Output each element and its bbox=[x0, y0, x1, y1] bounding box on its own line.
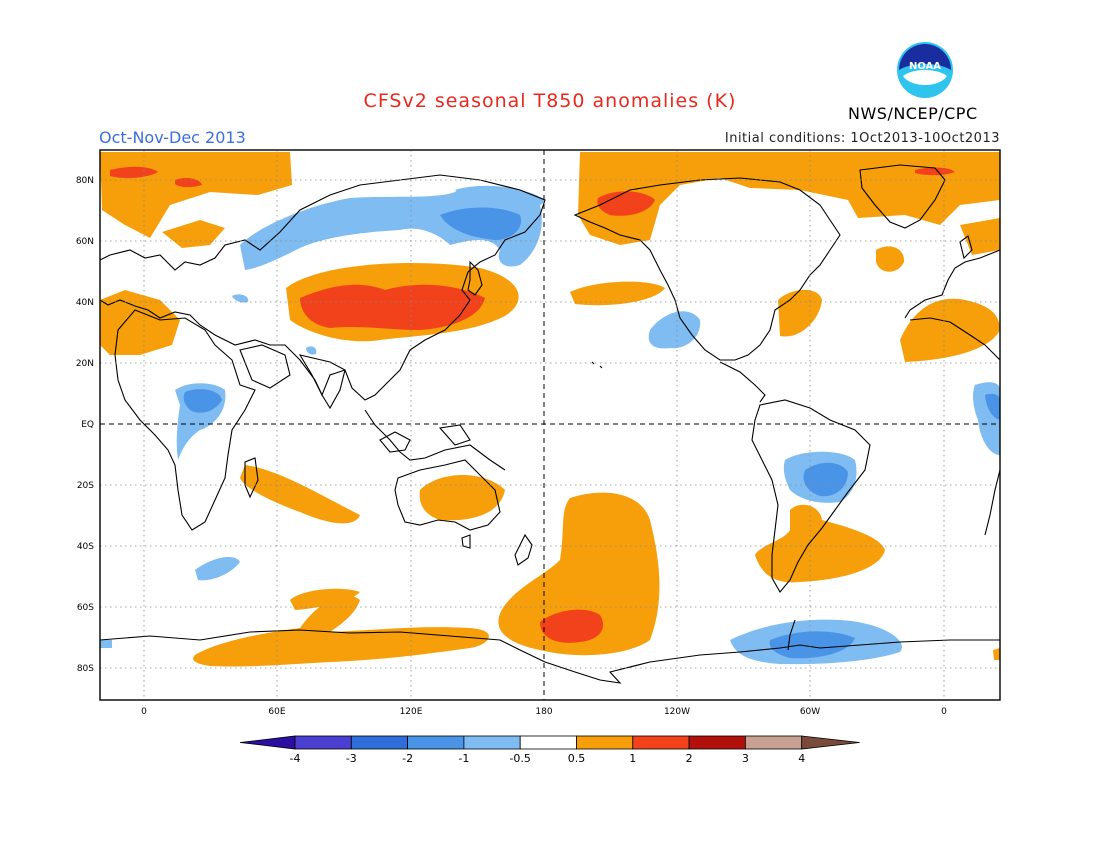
map-frame bbox=[99, 149, 1001, 701]
lat-label: 40S bbox=[77, 542, 94, 552]
colorbar-tick-label: -2 bbox=[402, 752, 413, 765]
colorbar-segment bbox=[688, 735, 746, 750]
svg-text:NOAA: NOAA bbox=[909, 61, 941, 72]
lat-label: 20S bbox=[77, 481, 94, 491]
colorbar-left-arrow bbox=[239, 735, 296, 750]
lat-label: EQ bbox=[81, 420, 94, 430]
lon-label: 180 bbox=[535, 707, 552, 717]
forecast-period: Oct-Nov-Dec 2013 bbox=[99, 128, 246, 147]
lon-label: 0 bbox=[941, 707, 947, 717]
colorbar-tick-label: 1 bbox=[629, 752, 636, 765]
colorbar-tick-label: -1 bbox=[458, 752, 469, 765]
lat-label: 60N bbox=[76, 237, 94, 247]
colorbar-tick-label: 0.5 bbox=[568, 752, 586, 765]
lon-label: 120E bbox=[400, 707, 423, 717]
colorbar-segment bbox=[576, 735, 634, 750]
initial-conditions: Initial conditions: 1Oct2013-10Oct2013 bbox=[724, 131, 1000, 146]
colorbar-segment bbox=[632, 735, 690, 750]
colorbar-segment bbox=[407, 735, 465, 750]
warm-anomaly-regions bbox=[100, 152, 1000, 667]
lon-label: 120W bbox=[664, 707, 690, 717]
colorbar-segment bbox=[745, 735, 803, 750]
agency-label: NWS/NCEP/CPC bbox=[848, 104, 978, 123]
equator-dateline bbox=[100, 150, 1000, 700]
lon-label: 0 bbox=[141, 707, 147, 717]
colorbar-tick-label: 4 bbox=[798, 752, 805, 765]
colorbar-segment bbox=[350, 735, 408, 750]
colorbar-segment bbox=[463, 735, 521, 750]
lat-label: 20N bbox=[76, 359, 94, 369]
colorbar-tick-label: 3 bbox=[742, 752, 749, 765]
colorbar-tick-label: -4 bbox=[290, 752, 301, 765]
colorbar-tick-label: -3 bbox=[346, 752, 357, 765]
lon-label: 60W bbox=[800, 707, 820, 717]
colorbar-right-arrow bbox=[801, 735, 860, 750]
colorbar-tick-label: -0.5 bbox=[509, 752, 530, 765]
lat-label: 40N bbox=[76, 298, 94, 308]
colorbar-segment bbox=[519, 735, 577, 750]
longitude-labels: 0 60E 120E 180 120W 60W 0 bbox=[141, 707, 947, 717]
colorbar-segment bbox=[294, 735, 352, 750]
noaa-logo: NOAA bbox=[895, 40, 955, 100]
moderate-cool-anomaly-regions bbox=[183, 207, 1000, 659]
strong-warm-anomaly-regions bbox=[110, 166, 955, 643]
map-field bbox=[100, 150, 1000, 700]
colorbar: -4 -3 -2 -1 -0.5 0.5 1 2 3 4 bbox=[239, 735, 860, 765]
lat-label: 60S bbox=[77, 603, 94, 613]
chart-title: CFSv2 seasonal T850 anomalies (K) bbox=[363, 90, 737, 112]
graticule bbox=[100, 150, 1000, 700]
lon-label: 60E bbox=[268, 707, 285, 717]
lat-label: 80S bbox=[77, 664, 94, 674]
colorbar-tick-label: 2 bbox=[686, 752, 693, 765]
latitude-labels: 80N 60N 40N 20N EQ 20S 40S 60S 80S bbox=[76, 176, 94, 674]
lat-label: 80N bbox=[76, 176, 94, 186]
